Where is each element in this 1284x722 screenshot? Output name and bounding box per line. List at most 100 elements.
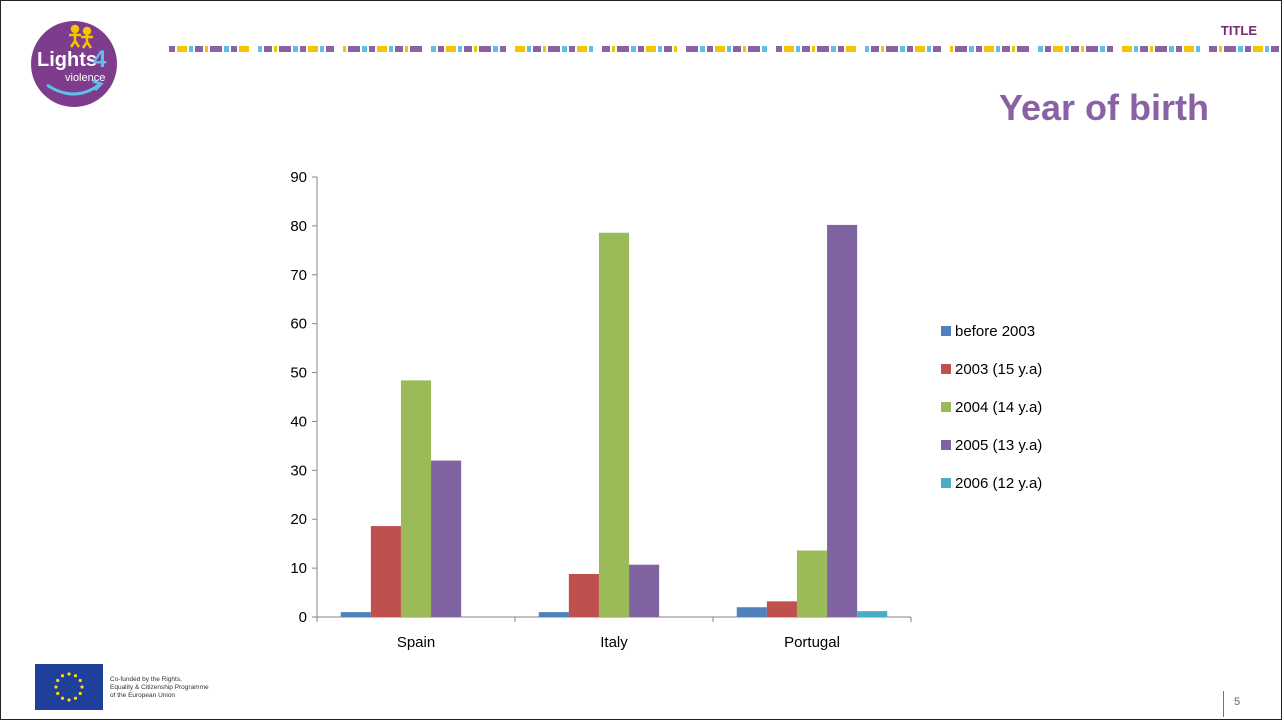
dash-segment [239,46,249,52]
y-tick-label: 30 [290,462,307,479]
x-tick-label: Portugal [784,634,840,651]
dash-segment [1176,46,1182,52]
bar [796,550,828,617]
eu-star-icon [56,678,60,683]
dash-segment [1245,46,1251,52]
dash-segment [802,46,810,52]
funding-line: of the European Union [110,692,176,699]
dash-segment [796,46,800,52]
eu-star-icon [73,696,78,700]
dash-segment [1038,46,1043,52]
dash-segment [715,46,725,52]
dash-segment [1184,46,1194,52]
eu-star-icon [60,674,65,678]
dash-segment [589,46,593,52]
eu-star-icon [80,685,84,689]
dash-segment [264,46,272,52]
dash-segment [1150,46,1153,52]
dash-segment [274,46,277,52]
dash-segment [686,46,698,52]
dash-segment [707,46,713,52]
decorative-dash-strip [169,46,1279,52]
dash-segment [474,46,477,52]
dash-segment [438,46,444,52]
dash-segment [189,46,193,52]
dash-segment [1271,46,1279,52]
bar [370,526,401,617]
dash-segment [500,46,506,52]
eu-star-icon [73,674,78,678]
dash-segment [950,46,953,52]
bar [538,612,569,617]
dash-segment [464,46,472,52]
dash-segment [177,46,187,52]
dash-segment [617,46,629,52]
dash-segment [231,46,237,52]
dash-segment [533,46,541,52]
dash-segment [348,46,360,52]
x-tick-label: Spain [397,634,435,651]
dash-segment [343,46,346,52]
dash-segment [733,46,741,52]
dash-segment [515,46,525,52]
dash-segment [1169,46,1174,52]
dash-segment [638,46,644,52]
dash-segment [1219,46,1222,52]
dash-segment [658,46,662,52]
dash-segment [838,46,844,52]
dash-segment [812,46,815,52]
dash-segment [1122,46,1132,52]
dash-segment [1196,46,1200,52]
dash-segment [431,46,436,52]
dash-segment [1053,46,1063,52]
page-number-divider [1223,691,1224,717]
bar [598,232,630,617]
dash-segment [900,46,905,52]
dash-segment [969,46,974,52]
dash-segment [258,46,262,52]
dash-segment [562,46,567,52]
bar [431,460,462,617]
dash-segment [871,46,879,52]
dash-segment [527,46,531,52]
eu-star-icon [60,696,65,700]
dash-segment [569,46,575,52]
dash-segment [1107,46,1113,52]
dash-segment [907,46,913,52]
y-tick-label: 60 [290,316,307,333]
legend-label: before 2003 [955,323,1035,340]
legend-label: 2004 (14 y.a) [955,399,1042,416]
dash-segment [224,46,229,52]
legend-swatch [941,478,951,488]
legend-label: 2006 (12 y.a) [955,475,1042,492]
dash-segment [1224,46,1236,52]
dash-segment [1002,46,1010,52]
dash-segment [1265,46,1269,52]
dash-segment [831,46,836,52]
dash-segment [410,46,422,52]
lights4violence-logo: Lights 4 violence [31,21,117,107]
funding-line: Equality & Citizenship Programme [110,684,209,691]
legend-label: 2003 (15 y.a) [955,361,1042,378]
logo-figures-icon [69,24,93,49]
eu-star-icon [56,691,60,696]
dash-segment [326,46,334,52]
y-tick-label: 40 [290,413,307,430]
section-tag: TITLE [1220,23,1257,38]
page-number: 5 [1234,696,1241,708]
dash-segment [1065,46,1069,52]
dash-segment [933,46,941,52]
legend-swatch [941,364,951,374]
dash-segment [1086,46,1098,52]
dash-segment [320,46,324,52]
dash-segment [1134,46,1138,52]
dash-segment [743,46,746,52]
dash-segment [976,46,982,52]
y-tick-label: 70 [290,267,307,284]
dash-segment [362,46,367,52]
dash-segment [927,46,931,52]
bar [857,611,888,617]
dash-segment [308,46,318,52]
dash-segment [548,46,560,52]
dash-segment [817,46,829,52]
